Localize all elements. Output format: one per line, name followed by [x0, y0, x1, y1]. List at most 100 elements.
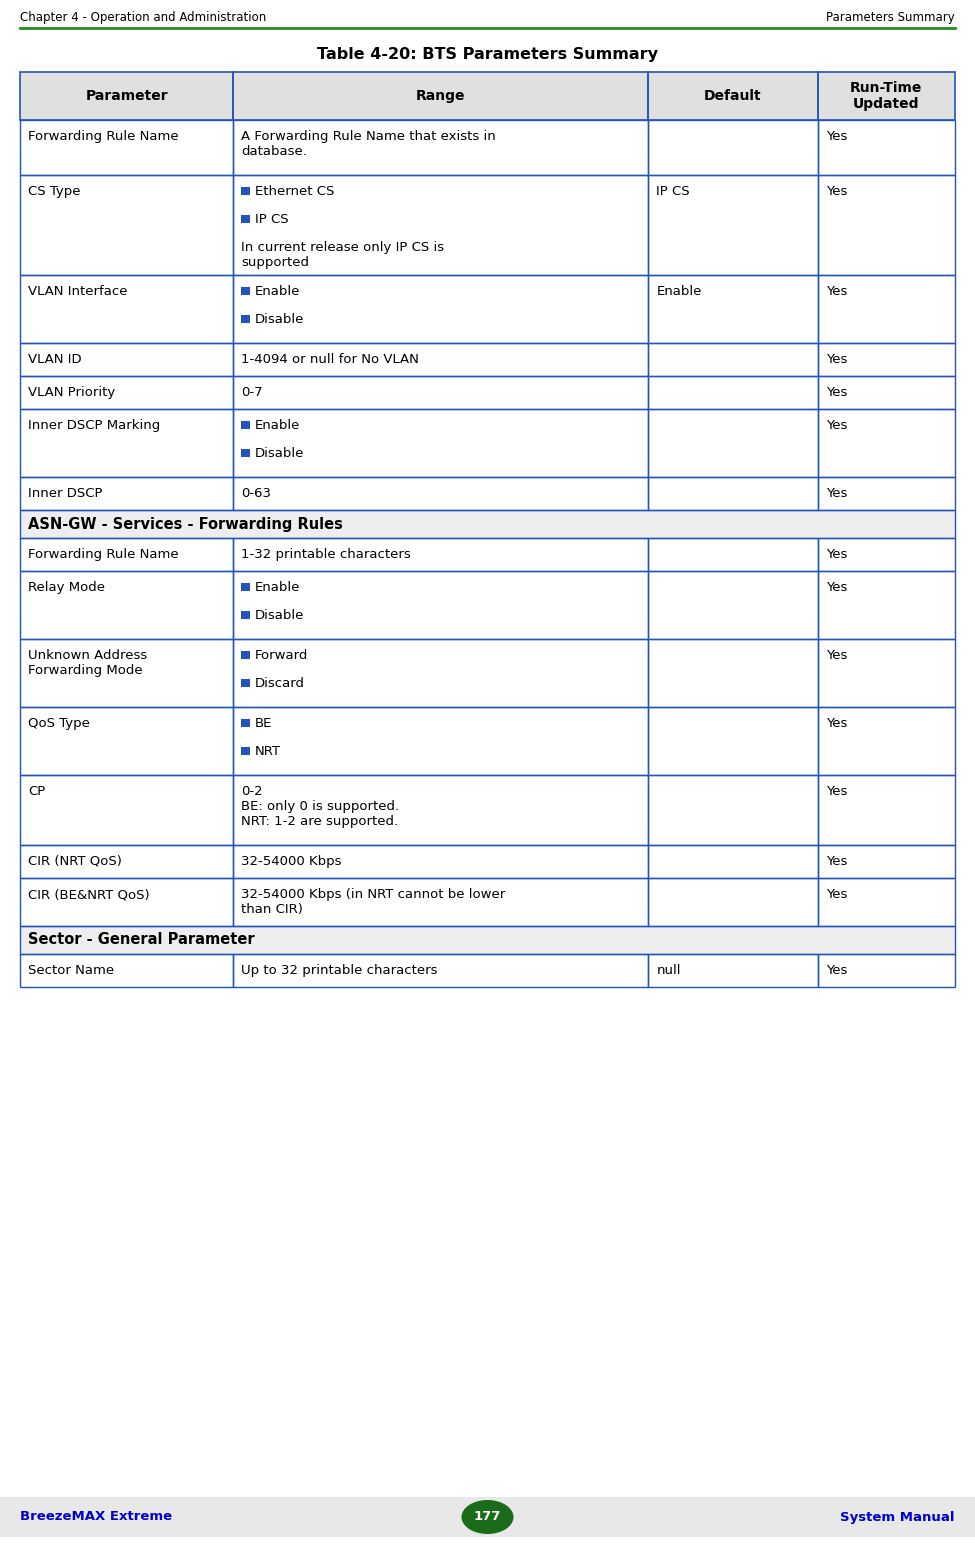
Bar — [233, 538, 648, 572]
Bar — [818, 477, 955, 510]
Bar — [20, 275, 233, 343]
Text: 0-7: 0-7 — [241, 386, 263, 399]
Text: Disable: Disable — [255, 609, 304, 623]
Text: Disable: Disable — [255, 314, 304, 326]
Bar — [648, 776, 818, 845]
Bar — [20, 845, 233, 878]
Bar — [241, 287, 250, 295]
Text: Yes: Yes — [826, 854, 847, 868]
Text: VLAN Interface: VLAN Interface — [28, 284, 128, 298]
Text: Yes: Yes — [826, 888, 847, 901]
Bar — [20, 510, 955, 538]
Bar — [241, 718, 250, 728]
Text: Forwarding Rule Name: Forwarding Rule Name — [28, 548, 178, 561]
Bar — [20, 708, 233, 776]
Bar — [233, 572, 648, 640]
Bar — [818, 776, 955, 845]
Text: Sector Name: Sector Name — [28, 964, 114, 976]
Text: 32-54000 Kbps: 32-54000 Kbps — [241, 854, 341, 868]
Text: Inner DSCP Marking: Inner DSCP Marking — [28, 419, 160, 433]
Bar — [20, 343, 233, 375]
Text: Unknown Address
Forwarding Mode: Unknown Address Forwarding Mode — [28, 649, 147, 677]
Bar — [648, 538, 818, 572]
Bar — [648, 175, 818, 275]
Bar — [818, 73, 955, 121]
Text: 0-63: 0-63 — [241, 487, 271, 501]
Bar — [648, 343, 818, 375]
Text: Table 4-20: BTS Parameters Summary: Table 4-20: BTS Parameters Summary — [317, 48, 658, 62]
Bar — [241, 610, 250, 620]
Bar — [233, 375, 648, 409]
Text: BE: BE — [255, 717, 273, 729]
Bar — [241, 420, 250, 430]
Bar — [648, 375, 818, 409]
Text: System Manual: System Manual — [840, 1511, 955, 1523]
Bar — [0, 1497, 975, 1537]
Bar — [648, 708, 818, 776]
Bar — [818, 953, 955, 987]
Bar — [233, 878, 648, 925]
Bar — [233, 776, 648, 845]
Text: VLAN ID: VLAN ID — [28, 352, 82, 366]
Bar — [20, 175, 233, 275]
Bar — [233, 343, 648, 375]
Bar — [233, 953, 648, 987]
Bar — [241, 678, 250, 688]
Bar — [233, 708, 648, 776]
Text: CIR (BE&NRT QoS): CIR (BE&NRT QoS) — [28, 888, 149, 901]
Bar — [241, 315, 250, 323]
Text: Up to 32 printable characters: Up to 32 printable characters — [241, 964, 438, 976]
Text: Yes: Yes — [826, 548, 847, 561]
Text: A Forwarding Rule Name that exists in
database.: A Forwarding Rule Name that exists in da… — [241, 130, 496, 158]
Text: Yes: Yes — [826, 284, 847, 298]
Ellipse shape — [461, 1500, 514, 1534]
Text: Forward: Forward — [255, 649, 308, 661]
Text: Ethernet CS: Ethernet CS — [255, 185, 334, 198]
Bar — [20, 538, 233, 572]
Bar — [233, 73, 648, 121]
Bar — [233, 175, 648, 275]
Bar — [20, 121, 233, 175]
Text: Enable: Enable — [255, 284, 300, 298]
Text: Yes: Yes — [826, 649, 847, 661]
Text: Yes: Yes — [826, 785, 847, 799]
Text: null: null — [656, 964, 681, 976]
Text: 1-4094 or null for No VLAN: 1-4094 or null for No VLAN — [241, 352, 419, 366]
Bar — [818, 73, 955, 121]
Bar — [818, 121, 955, 175]
Text: 0-2
BE: only 0 is supported.
NRT: 1-2 are supported.: 0-2 BE: only 0 is supported. NRT: 1-2 ar… — [241, 785, 400, 828]
Text: IP CS: IP CS — [656, 185, 690, 198]
Text: 177: 177 — [474, 1511, 501, 1523]
Bar — [648, 409, 818, 477]
Text: ASN-GW - Services - Forwarding Rules: ASN-GW - Services - Forwarding Rules — [28, 516, 343, 531]
Text: Enable: Enable — [656, 284, 702, 298]
Bar — [233, 275, 648, 343]
Text: CIR (NRT QoS): CIR (NRT QoS) — [28, 854, 122, 868]
Text: Parameters Summary: Parameters Summary — [826, 11, 955, 25]
Bar — [818, 538, 955, 572]
Text: Yes: Yes — [826, 386, 847, 399]
Bar — [20, 409, 233, 477]
Text: Discard: Discard — [255, 677, 305, 691]
Text: Run-Time
Updated: Run-Time Updated — [850, 80, 922, 111]
Bar — [233, 73, 648, 121]
Bar — [20, 510, 955, 538]
Text: Yes: Yes — [826, 130, 847, 144]
Bar — [20, 572, 233, 640]
Text: 1-32 printable characters: 1-32 printable characters — [241, 548, 410, 561]
Bar — [20, 640, 233, 708]
Text: Default: Default — [704, 90, 761, 104]
Text: Yes: Yes — [826, 487, 847, 501]
Bar — [233, 640, 648, 708]
Bar — [20, 925, 955, 953]
Text: Range: Range — [416, 90, 465, 104]
Bar — [648, 845, 818, 878]
Bar — [241, 650, 250, 660]
Bar — [648, 73, 818, 121]
Bar — [648, 572, 818, 640]
Text: 32-54000 Kbps (in NRT cannot be lower
than CIR): 32-54000 Kbps (in NRT cannot be lower th… — [241, 888, 505, 916]
Bar — [818, 375, 955, 409]
Text: Yes: Yes — [826, 352, 847, 366]
Bar — [648, 953, 818, 987]
Bar — [233, 121, 648, 175]
